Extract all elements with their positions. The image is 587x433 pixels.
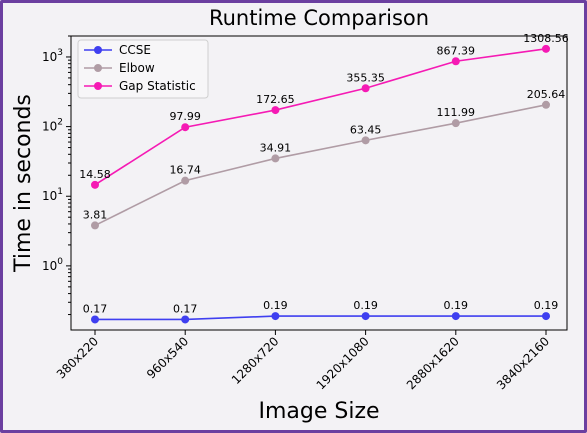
data-point: [361, 136, 370, 145]
data-label: 1308.56: [523, 32, 569, 45]
data-label: 16.74: [169, 164, 201, 177]
data-point: [451, 119, 460, 128]
data-point: [451, 312, 460, 321]
x-tick-label: 2880x1620: [404, 334, 462, 392]
y-tick-label: 102: [42, 118, 63, 134]
data-point: [361, 312, 370, 321]
data-label: 97.99: [169, 110, 201, 123]
data-point: [542, 312, 550, 321]
data-label: 34.91: [260, 141, 292, 154]
x-tick-label: 380x220: [54, 334, 101, 381]
y-tick-label: 103: [42, 48, 63, 64]
data-label: 0.19: [444, 299, 469, 312]
data-point: [271, 154, 280, 163]
x-axis-title: Image Size: [258, 399, 379, 424]
data-point: [181, 315, 190, 324]
legend-marker: [94, 46, 102, 54]
series-line: [94, 104, 547, 227]
data-label: 111.99: [437, 106, 476, 119]
y-axis: 100 101 102 103: [42, 35, 71, 316]
y-tick-label: 100: [42, 257, 63, 273]
data-label: 0.19: [353, 299, 378, 312]
series-layer: [91, 44, 550, 324]
data-point: [271, 106, 280, 115]
legend-label: Elbow: [119, 61, 155, 75]
x-axis: 380x220 960x540 1280x720 1920x1080 2880x1620…: [54, 330, 552, 392]
data-labels: 0.17 0.17 0.19 0.19 0.19 0.19 3.81 16.74 34.91 63…: [79, 32, 569, 316]
data-label: 355.35: [346, 71, 385, 84]
legend: CCSE Elbow Gap Statistic: [77, 39, 209, 99]
x-tick-label: 1280x720: [229, 334, 282, 387]
data-label: 0.19: [263, 299, 288, 312]
data-label: 63.45: [350, 123, 382, 136]
data-label: 0.19: [534, 299, 559, 312]
data-point: [91, 180, 99, 189]
series-line: [94, 48, 547, 186]
legend-marker: [94, 64, 102, 72]
y-tick-label: 101: [42, 187, 63, 203]
chart-title: Runtime Comparison: [209, 6, 429, 30]
legend-label: CCSE: [119, 43, 151, 57]
series-line: [95, 315, 546, 321]
data-point: [451, 57, 460, 66]
data-point: [542, 44, 550, 53]
data-point: [271, 312, 280, 321]
y-axis-title: Time in seconds: [11, 94, 36, 273]
legend-label: Gap Statistic: [119, 79, 196, 93]
data-label: 3.81: [83, 208, 108, 221]
data-point: [181, 123, 190, 132]
x-tick-label: 960x540: [144, 334, 191, 381]
data-point: [542, 100, 550, 109]
data-label: 172.65: [256, 93, 295, 106]
legend-marker: [94, 82, 102, 90]
legend-box: [77, 39, 209, 99]
data-label: 867.39: [437, 44, 476, 57]
data-point: [361, 84, 370, 93]
data-label: 205.64: [527, 88, 566, 101]
data-point: [91, 315, 99, 324]
data-label: 14.58: [79, 168, 111, 181]
data-point: [91, 221, 99, 230]
x-tick-label: 1920x1080: [314, 334, 372, 392]
data-label: 0.17: [83, 302, 108, 315]
data-point: [181, 176, 190, 185]
data-label: 0.17: [173, 302, 198, 315]
x-tick-label: 3840x2160: [494, 334, 552, 392]
